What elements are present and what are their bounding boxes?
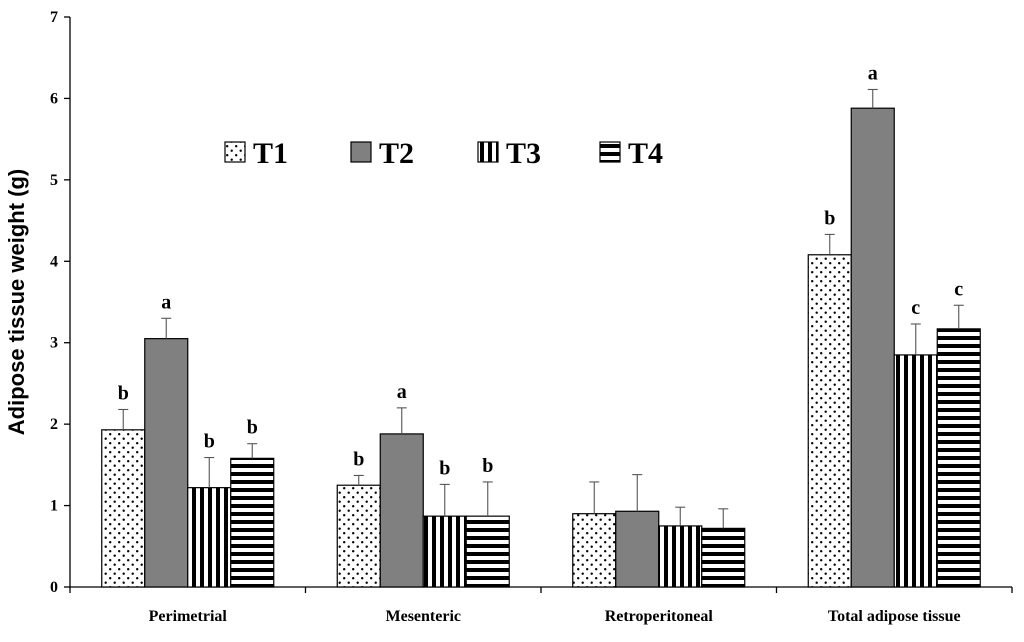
y-tick-label: 1 — [50, 498, 58, 515]
legend-label-t4: T4 — [628, 137, 663, 170]
bar-t2 — [850, 107, 895, 588]
y-tick-label: 3 — [50, 335, 58, 352]
legend-swatch-t4 — [599, 141, 621, 163]
bar-t3 — [893, 354, 938, 588]
y-tick-label: 0 — [50, 579, 58, 596]
x-ticks — [69, 587, 1013, 593]
bar-t2 — [615, 510, 660, 588]
legend-label-t3: T3 — [506, 137, 541, 170]
significance-label: b — [482, 455, 493, 477]
error-bars — [118, 88, 964, 529]
bar-t3 — [422, 515, 467, 588]
bar-t2 — [379, 433, 424, 588]
category-label: Perimetrial — [149, 608, 228, 625]
legend-swatch-t2 — [350, 141, 372, 163]
y-ticks: 0 1 2 3 4 5 6 7 — [50, 9, 70, 596]
category-label: Total adipose tissue — [828, 608, 961, 625]
y-tick-label: 7 — [50, 9, 58, 26]
bar-t4 — [230, 457, 275, 588]
y-tick-label: 6 — [50, 90, 58, 107]
y-tick-label: 5 — [50, 172, 58, 189]
category-label: Mesenteric — [385, 608, 461, 625]
category-labels: Perimetrial Mesenteric Retroperitoneal Tota… — [149, 608, 961, 625]
significance-label: a — [161, 291, 171, 313]
significance-label: b — [353, 448, 364, 470]
significance-label: b — [824, 207, 835, 229]
significance-label: b — [439, 457, 450, 479]
significance-label: b — [247, 417, 258, 439]
legend-label-t1: T1 — [253, 137, 288, 170]
significance-label: b — [204, 431, 215, 453]
legend-swatch-t3 — [477, 141, 499, 163]
significance-labels: b b b a a a b b c b b c — [118, 62, 964, 479]
bar-t4 — [936, 328, 981, 588]
significance-label: a — [868, 62, 878, 84]
bar-t1 — [572, 513, 617, 588]
legend: T1 T2 T3 T4 — [224, 137, 663, 170]
legend-label-t2: T2 — [379, 137, 414, 170]
bar-t1 — [336, 484, 381, 588]
bar-t1 — [101, 429, 146, 588]
y-tick-label: 4 — [50, 253, 58, 270]
y-tick-label: 2 — [50, 416, 58, 433]
bars — [101, 107, 981, 588]
bar-t3 — [187, 487, 232, 588]
bar-t4 — [701, 527, 746, 588]
significance-label: c — [954, 278, 963, 300]
legend-swatch-t1 — [224, 141, 246, 163]
bar-t1 — [807, 254, 852, 588]
bar-t3 — [658, 525, 703, 588]
bar-t2 — [144, 338, 189, 588]
category-label: Retroperitoneal — [605, 608, 714, 625]
significance-label: b — [118, 382, 129, 404]
significance-label: a — [397, 381, 407, 403]
bar-t4 — [465, 515, 510, 588]
significance-label: c — [911, 297, 920, 319]
y-axis-label: Adipose tissue weight (g) — [4, 169, 29, 435]
